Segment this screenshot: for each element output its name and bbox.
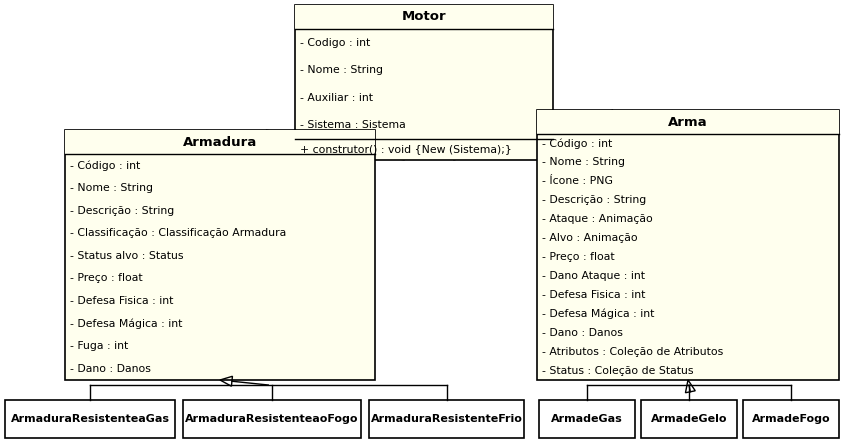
Text: - Código : int: - Código : int bbox=[70, 160, 140, 170]
Text: - Status alvo : Status: - Status alvo : Status bbox=[70, 251, 183, 261]
Text: - Nome : String: - Nome : String bbox=[542, 158, 625, 167]
Text: - Preço : float: - Preço : float bbox=[542, 252, 615, 262]
Text: Armadura: Armadura bbox=[183, 135, 257, 149]
Text: ArmaduraResistenteaoFogo: ArmaduraResistenteaoFogo bbox=[185, 414, 359, 424]
Text: - Preço : float: - Preço : float bbox=[70, 273, 142, 283]
Bar bbox=[295, 5, 553, 160]
Text: - Defesa Fisica : int: - Defesa Fisica : int bbox=[542, 290, 645, 300]
Text: - Status : Coleção de Status: - Status : Coleção de Status bbox=[542, 365, 694, 376]
Bar bbox=[295, 5, 553, 29]
Bar bbox=[743, 400, 839, 438]
Text: - Dano : Danos: - Dano : Danos bbox=[70, 364, 151, 374]
Text: + construtor() : void {New (Sistema);}: + construtor() : void {New (Sistema);} bbox=[300, 145, 511, 154]
Bar bbox=[65, 130, 375, 380]
Bar bbox=[5, 400, 175, 438]
Text: - Defesa Mágica : int: - Defesa Mágica : int bbox=[542, 308, 655, 319]
Text: ArmadeGelo: ArmadeGelo bbox=[650, 414, 728, 424]
Text: - Dano Ataque : int: - Dano Ataque : int bbox=[542, 271, 645, 281]
Text: ArmadeGas: ArmadeGas bbox=[551, 414, 623, 424]
Bar bbox=[539, 400, 635, 438]
Text: - Descrição : String: - Descrição : String bbox=[542, 195, 646, 205]
Text: - Dano : Danos: - Dano : Danos bbox=[542, 328, 623, 338]
Text: - Alvo : Animação: - Alvo : Animação bbox=[542, 233, 638, 243]
Text: - Fuga : int: - Fuga : int bbox=[70, 341, 128, 351]
Text: - Descrição : String: - Descrição : String bbox=[70, 206, 174, 215]
Text: - Ícone : PNG: - Ícone : PNG bbox=[542, 176, 613, 186]
Text: Motor: Motor bbox=[402, 11, 446, 24]
Text: - Sistema : Sistema: - Sistema : Sistema bbox=[300, 120, 405, 130]
Text: - Classificação : Classificação Armadura: - Classificação : Classificação Armadura bbox=[70, 228, 287, 238]
Text: - Nome : String: - Nome : String bbox=[300, 65, 383, 75]
Bar bbox=[641, 400, 737, 438]
Bar bbox=[183, 400, 361, 438]
Text: - Código : int: - Código : int bbox=[542, 138, 612, 149]
Text: - Defesa Fisica : int: - Defesa Fisica : int bbox=[70, 296, 173, 306]
Bar bbox=[65, 130, 375, 154]
Text: ArmadeFogo: ArmadeFogo bbox=[751, 414, 830, 424]
Text: - Auxiliar : int: - Auxiliar : int bbox=[300, 93, 373, 103]
Bar bbox=[369, 400, 524, 438]
Text: - Atributos : Coleção de Atributos: - Atributos : Coleção de Atributos bbox=[542, 347, 723, 356]
Text: ArmaduraResistenteFrio: ArmaduraResistenteFrio bbox=[371, 414, 522, 424]
Text: ArmaduraResistenteaGas: ArmaduraResistenteaGas bbox=[10, 414, 170, 424]
Text: - Nome : String: - Nome : String bbox=[70, 183, 153, 193]
Text: Arma: Arma bbox=[668, 116, 708, 129]
Bar bbox=[537, 110, 839, 134]
Text: - Ataque : Animação: - Ataque : Animação bbox=[542, 214, 653, 224]
Bar bbox=[537, 110, 839, 380]
Text: - Codigo : int: - Codigo : int bbox=[300, 38, 371, 48]
Text: - Defesa Mágica : int: - Defesa Mágica : int bbox=[70, 318, 182, 329]
